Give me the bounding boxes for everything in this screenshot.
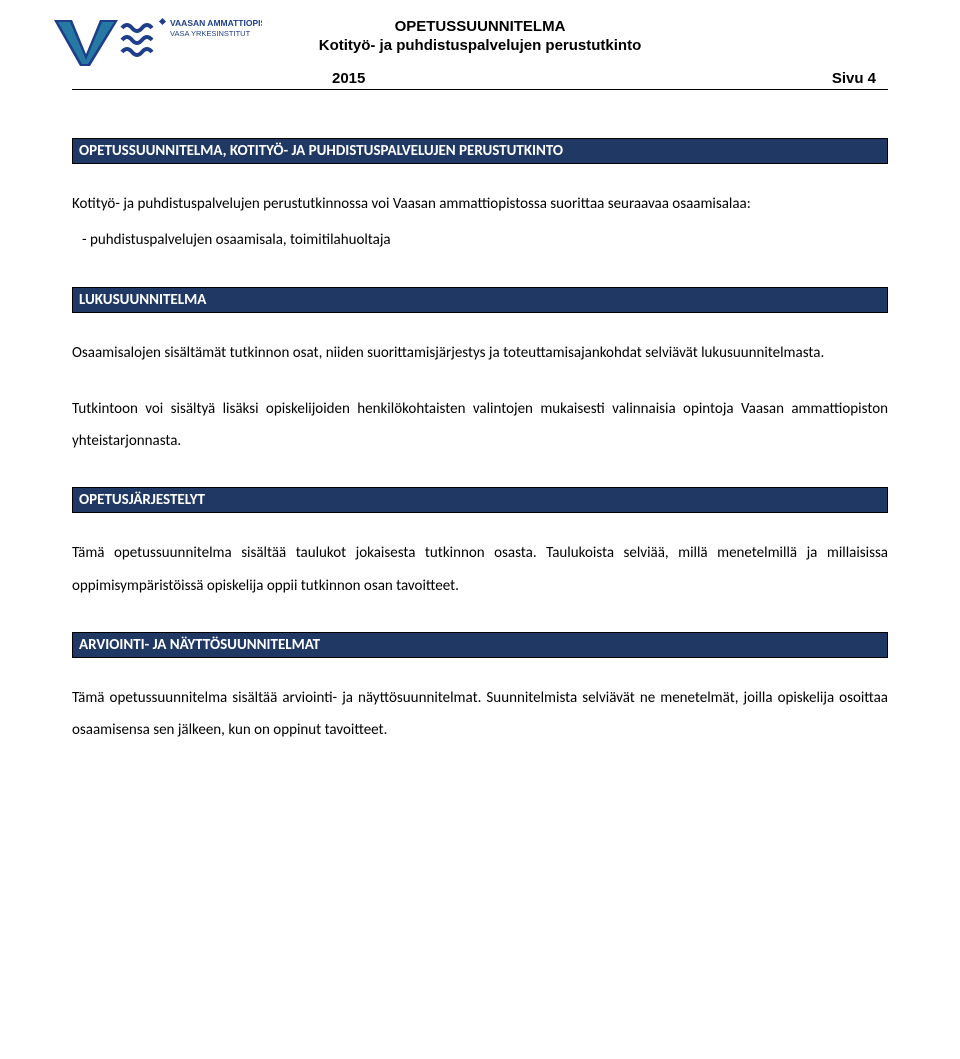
header-year: 2015 xyxy=(332,70,365,87)
section-bar-arviointi: ARVIOINTI- JA NÄYTTÖSUUNNITELMAT xyxy=(72,632,888,658)
s1-intro: Kotityö- ja puhdistuspalvelujen perustut… xyxy=(72,188,888,220)
page-header: VAASAN AMMATTIOPISTO VASA YRKESINSTITUT … xyxy=(72,18,888,108)
org-logo: VAASAN AMMATTIOPISTO VASA YRKESINSTITUT xyxy=(52,16,262,70)
s4-p1: Tämä opetussuunnitelma sisältää arvioint… xyxy=(72,682,888,747)
s1-bullet-1: - puhdistuspalvelujen osaamisala, toimit… xyxy=(72,224,888,256)
page: VAASAN AMMATTIOPISTO VASA YRKESINSTITUT … xyxy=(0,0,960,786)
header-rule xyxy=(72,89,888,90)
s2-p1: Osaamisalojen sisältämät tutkinnon osat,… xyxy=(72,337,888,369)
s2-p2: Tutkintoon voi sisältyä lisäksi opiskeli… xyxy=(72,393,888,458)
logo-text-2: VASA YRKESINSTITUT xyxy=(170,29,251,38)
section-bar-main: OPETUSSUUNNITELMA, KOTITYÖ- JA PUHDISTUS… xyxy=(72,138,888,164)
logo-svg: VAASAN AMMATTIOPISTO VASA YRKESINSTITUT xyxy=(52,16,262,70)
section-bar-luku: LUKUSUUNNITELMA xyxy=(72,287,888,313)
logo-text-1: VAASAN AMMATTIOPISTO xyxy=(170,18,262,28)
section-bar-opetus: OPETUSJÄRJESTELYT xyxy=(72,487,888,513)
s3-p1: Tämä opetussuunnitelma sisältää taulukot… xyxy=(72,537,888,602)
header-meta-row: 2015 Sivu 4 xyxy=(72,70,888,87)
header-page: Sivu 4 xyxy=(832,70,876,87)
